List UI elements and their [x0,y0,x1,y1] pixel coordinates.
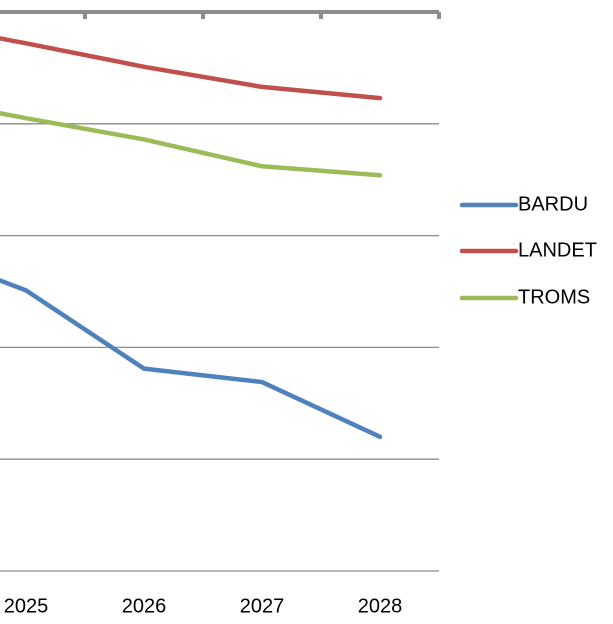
x-tick-label: 2025 [4,595,49,617]
data-line [0,36,383,101]
x-axis: 2025 2026 2027 2028 [4,12,441,617]
legend-label: TROMS [518,286,590,308]
legend-label: LANDET [518,239,597,261]
legend: BARDU LANDET TROMS [459,193,597,308]
legend-label: BARDU [518,193,588,215]
data-line [0,110,383,178]
x-tick-label: 2027 [240,595,285,617]
data-line [0,278,383,440]
grid [0,10,439,572]
x-tick-label: 2028 [358,595,403,617]
x-tick-label: 2026 [122,595,167,617]
plot-area [0,36,383,440]
